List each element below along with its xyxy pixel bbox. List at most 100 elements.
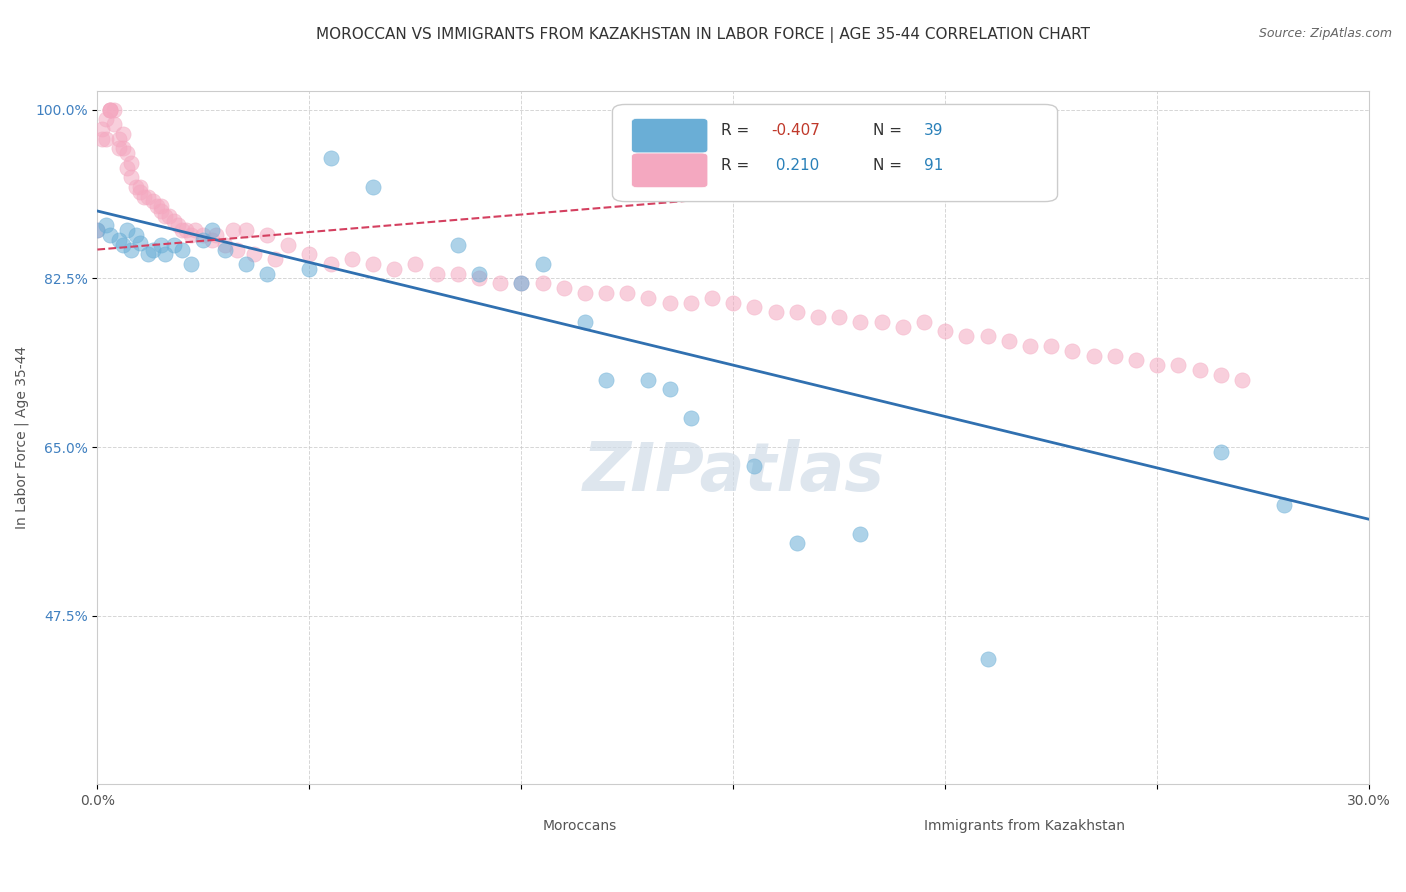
- Text: R =: R =: [720, 158, 754, 173]
- pink: [107, 141, 129, 155]
- blue: [201, 223, 224, 237]
- pink: [382, 261, 405, 276]
- FancyBboxPatch shape: [860, 812, 924, 839]
- pink: [679, 295, 702, 310]
- pink: [1167, 358, 1189, 372]
- pink: [447, 267, 470, 281]
- FancyBboxPatch shape: [631, 119, 707, 153]
- pink: [1083, 349, 1105, 363]
- pink: [637, 291, 659, 305]
- pink: [120, 156, 142, 170]
- blue: [180, 257, 202, 271]
- pink: [531, 277, 554, 291]
- pink: [172, 223, 194, 237]
- pink: [124, 180, 146, 194]
- pink: [103, 117, 125, 131]
- pink: [264, 252, 287, 267]
- blue: [214, 243, 236, 257]
- pink: [150, 199, 173, 213]
- pink: [934, 325, 956, 339]
- pink: [1209, 368, 1232, 382]
- blue: [976, 652, 998, 666]
- pink: [205, 228, 228, 243]
- pink: [616, 285, 638, 300]
- pink: [723, 295, 745, 310]
- FancyBboxPatch shape: [467, 812, 530, 839]
- blue: [98, 228, 121, 243]
- pink: [120, 170, 142, 185]
- pink: [94, 132, 117, 146]
- blue: [128, 235, 150, 250]
- pink: [976, 329, 998, 343]
- pink: [176, 223, 198, 237]
- pink: [510, 277, 533, 291]
- pink: [298, 247, 321, 261]
- blue: [361, 180, 384, 194]
- pink: [807, 310, 830, 324]
- Text: 0.210: 0.210: [772, 158, 820, 173]
- Text: R =: R =: [720, 123, 754, 138]
- pink: [145, 199, 167, 213]
- pink: [201, 233, 224, 247]
- pink: [1040, 339, 1063, 353]
- pink: [574, 285, 596, 300]
- blue: [468, 267, 491, 281]
- pink: [163, 213, 186, 227]
- Text: 39: 39: [924, 123, 943, 138]
- pink: [1146, 358, 1168, 372]
- pink: [107, 132, 129, 146]
- Text: Immigrants from Kazakhstan: Immigrants from Kazakhstan: [924, 819, 1125, 833]
- Text: N =: N =: [873, 158, 907, 173]
- pink: [150, 204, 173, 219]
- pink: [141, 194, 163, 209]
- pink: [256, 228, 278, 243]
- pink: [128, 185, 150, 199]
- pink: [340, 252, 363, 267]
- blue: [111, 237, 134, 252]
- pink: [235, 223, 257, 237]
- pink: [98, 103, 121, 117]
- Text: 91: 91: [924, 158, 943, 173]
- pink: [997, 334, 1019, 348]
- pink: [1019, 339, 1042, 353]
- pink: [243, 247, 266, 261]
- pink: [1104, 349, 1126, 363]
- pink: [404, 257, 426, 271]
- pink: [159, 209, 181, 223]
- FancyBboxPatch shape: [631, 153, 707, 187]
- pink: [489, 277, 512, 291]
- blue: [94, 219, 117, 233]
- blue: [679, 411, 702, 425]
- pink: [193, 228, 215, 243]
- pink: [214, 237, 236, 252]
- pink: [184, 223, 207, 237]
- pink: [132, 189, 155, 203]
- pink: [103, 103, 125, 117]
- FancyBboxPatch shape: [613, 104, 1057, 202]
- blue: [447, 237, 470, 252]
- pink: [700, 291, 723, 305]
- blue: [1272, 498, 1295, 512]
- blue: [172, 243, 194, 257]
- blue: [595, 373, 617, 387]
- pink: [90, 122, 112, 136]
- blue: [86, 223, 108, 237]
- pink: [98, 103, 121, 117]
- Text: Source: ZipAtlas.com: Source: ZipAtlas.com: [1258, 27, 1392, 40]
- pink: [870, 315, 893, 329]
- pink: [277, 237, 299, 252]
- Text: ZIPatlas: ZIPatlas: [582, 439, 884, 505]
- pink: [595, 285, 617, 300]
- pink: [744, 301, 766, 315]
- pink: [849, 315, 872, 329]
- pink: [98, 103, 121, 117]
- pink: [319, 257, 342, 271]
- pink: [361, 257, 384, 271]
- Text: MOROCCAN VS IMMIGRANTS FROM KAZAKHSTAN IN LABOR FORCE | AGE 35-44 CORRELATION CH: MOROCCAN VS IMMIGRANTS FROM KAZAKHSTAN I…: [316, 27, 1090, 43]
- Text: N =: N =: [873, 123, 907, 138]
- blue: [141, 243, 163, 257]
- pink: [136, 189, 159, 203]
- Text: -0.407: -0.407: [772, 123, 820, 138]
- blue: [637, 373, 659, 387]
- blue: [107, 233, 129, 247]
